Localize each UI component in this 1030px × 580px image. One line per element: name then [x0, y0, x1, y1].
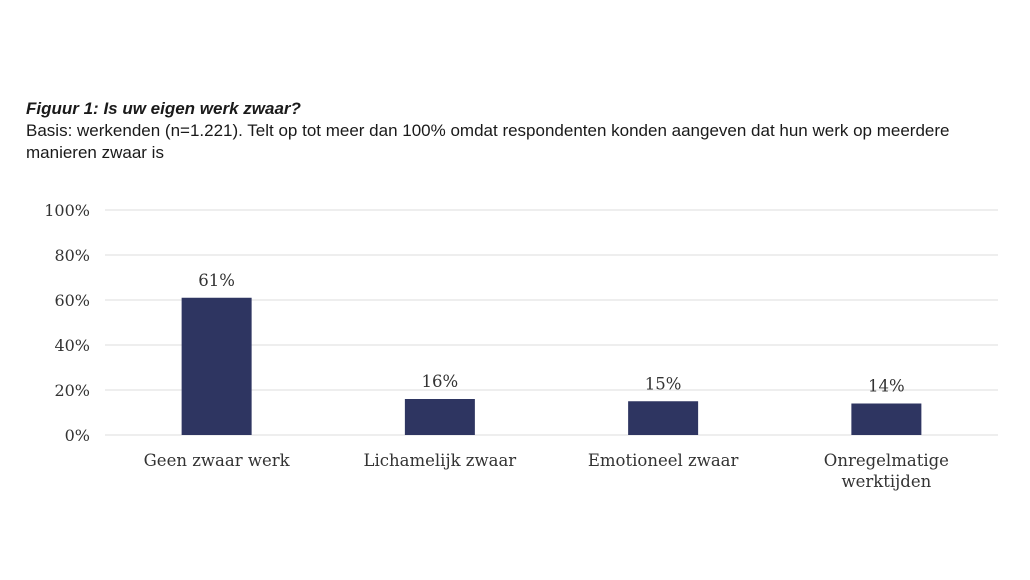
y-tick-label: 0% — [65, 426, 90, 445]
category-label: Emotioneel zwaar — [588, 451, 739, 470]
data-label: 15% — [645, 374, 682, 393]
y-tick-label: 100% — [44, 201, 90, 220]
category-label-line: Onregelmatige — [824, 451, 949, 470]
bar — [181, 297, 252, 435]
data-label: 14% — [868, 377, 905, 396]
figure-title: Figuur 1: Is uw eigen werk zwaar? — [26, 99, 301, 118]
bar — [628, 401, 699, 435]
category-label: Lichamelijk zwaar — [364, 451, 517, 470]
category-label-line: werktijden — [841, 472, 931, 491]
figure-heading: Figuur 1: Is uw eigen werk zwaar? Basis:… — [26, 98, 1006, 164]
bar — [851, 403, 922, 435]
y-tick-label: 40% — [54, 336, 90, 355]
category-label: Geen zwaar werk — [144, 451, 291, 470]
data-label: 61% — [198, 271, 235, 290]
category-label-line: Lichamelijk zwaar — [364, 451, 517, 470]
data-label: 16% — [422, 372, 459, 391]
y-tick-label: 80% — [54, 246, 90, 265]
category-label-line: Geen zwaar werk — [144, 451, 291, 470]
bar — [404, 399, 475, 435]
figure-subtitle: Basis: werkenden (n=1.221). Telt op tot … — [26, 121, 950, 162]
category-label-line: Emotioneel zwaar — [588, 451, 739, 470]
category-label: Onregelmatige werktijden — [824, 451, 949, 491]
y-tick-label: 20% — [54, 381, 90, 400]
y-tick-label: 60% — [54, 291, 90, 310]
